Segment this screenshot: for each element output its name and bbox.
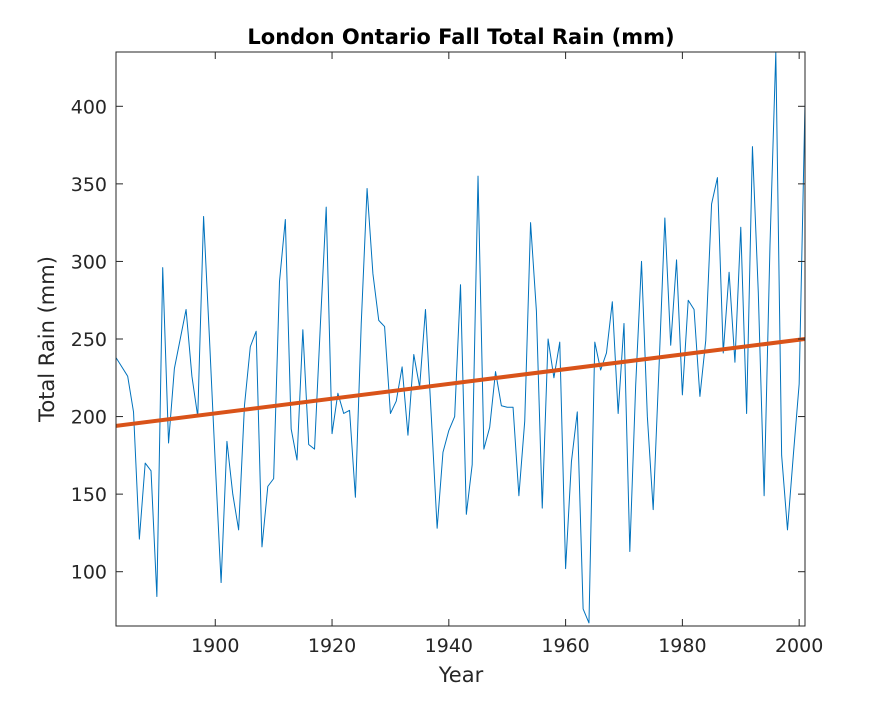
x-axis: 1900 1920 1940 1960 1980 2000 bbox=[191, 52, 823, 657]
y-tick-label: 400 bbox=[71, 96, 107, 118]
y-tick-label: 200 bbox=[71, 407, 107, 429]
series-line-rainfall bbox=[116, 52, 805, 624]
series-line-trend bbox=[116, 337, 805, 428]
y-tick-label: 350 bbox=[71, 174, 107, 196]
x-tick-label: 2000 bbox=[775, 635, 823, 657]
x-tick-label: 1900 bbox=[191, 635, 239, 657]
x-tick-label: 1940 bbox=[425, 635, 473, 657]
x-tick-label: 1920 bbox=[308, 635, 356, 657]
plot-area bbox=[116, 52, 805, 624]
x-tick-label: 1980 bbox=[658, 635, 706, 657]
chart-title: London Ontario Fall Total Rain (mm) bbox=[247, 25, 674, 49]
y-tick-label: 300 bbox=[71, 251, 107, 273]
y-tick-label: 250 bbox=[71, 329, 107, 351]
y-axis: 100 150 200 250 300 350 400 bbox=[71, 96, 805, 584]
y-tick-label: 150 bbox=[71, 484, 107, 506]
y-axis-label: Total Rain (mm) bbox=[35, 256, 59, 423]
x-axis-label: Year bbox=[438, 663, 484, 687]
y-tick-label: 100 bbox=[71, 562, 107, 584]
x-tick-label: 1960 bbox=[541, 635, 589, 657]
